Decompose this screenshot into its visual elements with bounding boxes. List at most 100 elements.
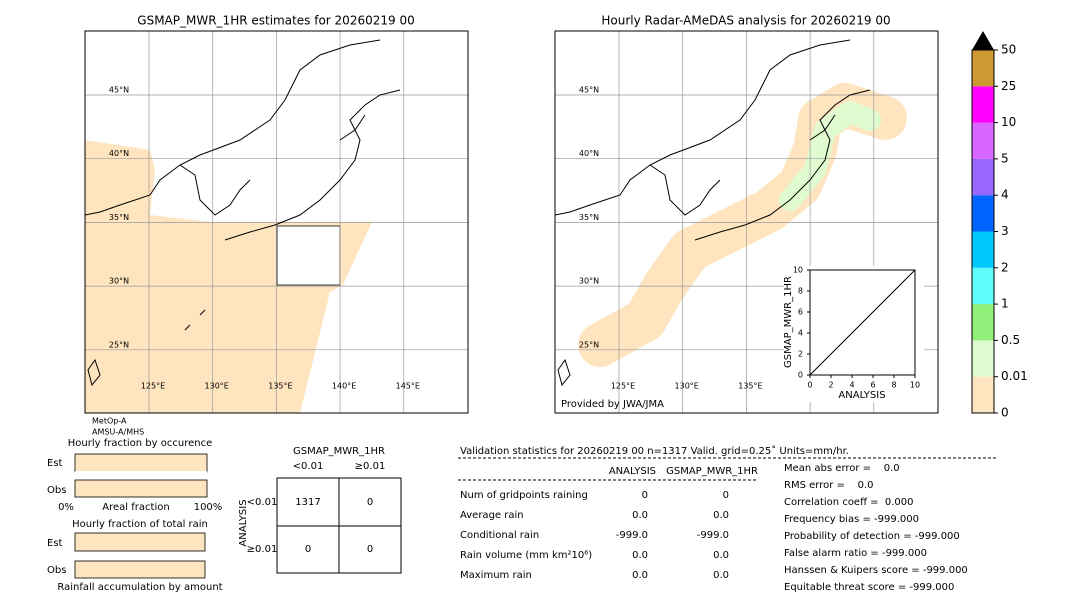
score: Equitable threat score = -999.000: [784, 582, 954, 593]
colorbar-segment: [972, 231, 994, 268]
axis-label: 0%: [58, 502, 74, 513]
row-header: ≥0.01: [247, 544, 278, 555]
cell: 0: [367, 544, 373, 555]
col-header: ≥0.01: [355, 461, 386, 472]
contingency-table: GSMAP_MWR_1HR <0.01 ≥0.01 ANALYSIS <0.01…: [238, 446, 402, 574]
y-tick-label: 0: [798, 371, 803, 380]
x-label: ANALYSIS: [838, 390, 885, 401]
colorbar-label: 50: [1001, 43, 1016, 57]
lon-label: 125°E: [611, 382, 635, 391]
score: False alarm ratio = -999.000: [784, 548, 927, 559]
colorbar-extend: [972, 31, 994, 50]
coastline: [554, 39, 851, 216]
fraction-rain: Hourly fraction of total rain Est Obs Ra…: [47, 519, 223, 593]
lon-label: 140°E: [332, 382, 356, 391]
x-tick-label: 2: [828, 381, 833, 390]
lat-label: 40°N: [579, 149, 599, 158]
lon-label: 130°E: [675, 382, 699, 391]
caption: Rainfall accumulation by amount: [57, 582, 222, 593]
table-title: GSMAP_MWR_1HR: [293, 446, 385, 457]
validation-header: Validation statistics for 20260219 00 n=…: [460, 445, 849, 457]
row-label: Maximum rain: [460, 570, 532, 581]
map-title: Hourly Radar-AMeDAS analysis for 2026021…: [601, 14, 890, 28]
lat-label: 30°N: [109, 277, 129, 286]
panel-title: Hourly fraction by occurence: [68, 438, 212, 449]
row-label: Est: [47, 538, 63, 549]
colorbar-segment: [972, 50, 994, 87]
fraction-bar: [74, 532, 206, 552]
y-tick-label: 2: [798, 350, 803, 359]
col-header: ANALYSIS: [609, 466, 656, 477]
score: Frequency bias = -999.000: [784, 514, 919, 525]
estimate-value: -999.0: [697, 530, 729, 541]
colorbar-label: 4: [1001, 188, 1009, 202]
left-map: 45°N 40°N 35°N 30°N 25°N 125°E 130°E 135°E 140°E…: [84, 14, 469, 437]
colorbar-label: 5: [1001, 151, 1009, 165]
lat-label: 30°N: [579, 277, 599, 286]
colorbar-segment: [972, 122, 994, 159]
x-tick-label: 10: [910, 381, 920, 390]
fraction-bar: [74, 479, 208, 498]
swath: [85, 140, 372, 413]
row-title: ANALYSIS: [238, 499, 249, 546]
swath-gap: [276, 225, 341, 286]
lat-label: 25°N: [109, 340, 129, 349]
estimate-value: 0.0: [713, 550, 729, 561]
coastline: [557, 358, 571, 387]
row-label: Average rain: [460, 510, 524, 521]
sensor: MetOp-A: [92, 417, 127, 426]
colorbar-label: 0: [1001, 406, 1009, 420]
coastline: [224, 89, 401, 241]
score: Correlation coeff = 0.000: [784, 497, 914, 508]
lon-label: 125°E: [141, 382, 165, 391]
score: Hanssen & Kuipers score = -999.000: [784, 565, 968, 576]
map-title: GSMAP_MWR_1HR estimates for 20260219 00: [137, 14, 414, 28]
cell: 0: [367, 497, 373, 508]
estimate-value: 0.0: [713, 570, 729, 581]
fraction-bar: [74, 453, 208, 473]
row-label: Obs: [47, 485, 66, 496]
analysis-value: 0.0: [632, 510, 648, 521]
lat-label: 45°N: [579, 86, 599, 95]
colorbar-label: 0.5: [1001, 333, 1020, 347]
scatter-inset: ANALYSIS GSMAP_MWR_1HR 0 2 4 6 8 10 0 2 4 6 8 10: [783, 266, 920, 402]
score: Mean abs error = 0.0: [784, 463, 900, 474]
x-tick-label: 8: [891, 381, 896, 390]
lon-label: 130°E: [205, 382, 229, 391]
lon-label: 135°E: [738, 382, 762, 391]
colorbar-label: 25: [1001, 79, 1016, 93]
fraction-bar-bg: [75, 471, 207, 477]
sensor: AMSU-A/MHS: [92, 428, 144, 437]
analysis-value: 0.0: [632, 550, 648, 561]
axis-label: Areal fraction: [102, 502, 169, 513]
colorbar-label: 10: [1001, 115, 1016, 129]
validation-table: Validation statistics for 20260219 00 n=…: [458, 445, 996, 593]
colorbar-segment: [972, 340, 994, 377]
lat-label: 35°N: [579, 213, 599, 222]
x-tick-label: 0: [807, 381, 812, 390]
colorbar-segment: [972, 195, 994, 232]
cell: 1317: [295, 497, 320, 508]
colorbar-segment: [972, 86, 994, 123]
estimate-value: 0: [723, 490, 729, 501]
y-tick-label: 6: [798, 308, 803, 317]
map-frame: [554, 30, 939, 414]
analysis-value: -999.0: [616, 530, 648, 541]
col-header: GSMAP_MWR_1HR: [666, 466, 758, 477]
map-frame: [84, 30, 469, 414]
colorbar-label: 0.01: [1001, 369, 1028, 383]
y-label: GSMAP_MWR_1HR: [783, 276, 794, 368]
row-label: Conditional rain: [460, 530, 539, 541]
x-tick-label: 4: [849, 381, 854, 390]
row-label: Num of gridpoints raining: [460, 490, 588, 501]
y-tick-label: 4: [798, 329, 803, 338]
analysis-value: 0.0: [632, 570, 648, 581]
y-tick-label: 10: [793, 266, 803, 275]
lat-label: 45°N: [109, 86, 129, 95]
row-header: <0.01: [247, 497, 278, 508]
lat-label: 25°N: [579, 340, 599, 349]
coastline: [694, 89, 871, 241]
coastline: [87, 309, 206, 387]
colorbar-segment: [972, 158, 994, 196]
